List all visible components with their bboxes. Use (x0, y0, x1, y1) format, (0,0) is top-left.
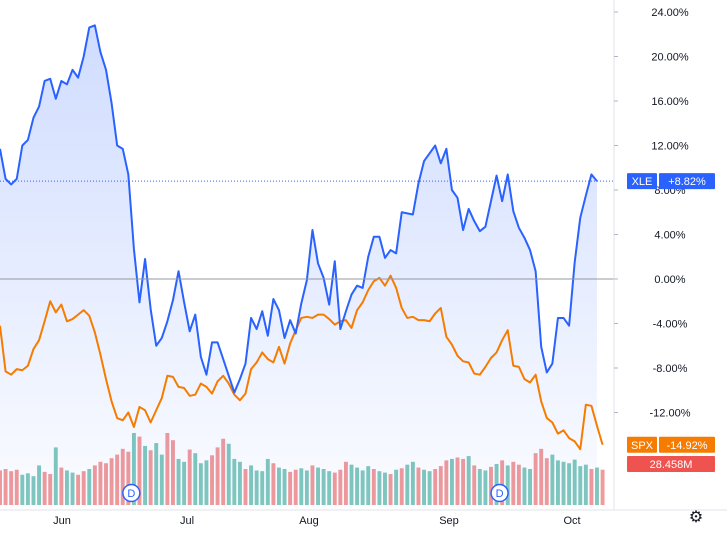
x-tick-label: Jul (180, 515, 194, 527)
y-tick-label: 12.00% (651, 141, 689, 153)
y-tick-label: -4.00% (653, 319, 688, 331)
badge-series-name: SPX (631, 440, 654, 452)
badge-series-name: XLE (632, 176, 653, 188)
y-tick-label: 20.00% (651, 52, 689, 64)
y-tick-label: 4.00% (654, 230, 685, 242)
dividend-marker[interactable]: D (122, 483, 141, 503)
price-badge: XLE +8.82% (627, 173, 715, 190)
dividend-marker-label: D (127, 488, 135, 500)
dividend-marker[interactable]: D (490, 483, 509, 503)
xle-line (0, 24, 598, 394)
y-tick-label: -12.00% (650, 408, 691, 420)
price-badge: 28.458M (627, 456, 715, 472)
x-tick-label: Jun (53, 515, 71, 527)
dividend-marker-label: D (496, 488, 504, 500)
volume-bar (600, 469, 605, 505)
y-tick-label: 24.00% (651, 7, 689, 19)
y-tick-label: 0.00% (654, 274, 685, 286)
price-badge: SPX -14.92% (627, 436, 715, 453)
badge-value: -14.92% (667, 440, 708, 452)
price-badges: XLE +8.82% SPX -14.92% 28.458M (627, 173, 715, 472)
y-tick-label: -8.00% (653, 363, 688, 375)
badge-value: 28.458M (650, 459, 693, 471)
badge-value: +8.82% (668, 176, 706, 188)
spx-line (0, 274, 604, 451)
xle-area-fill (0, 25, 597, 505)
x-tick-label: Sep (439, 515, 459, 527)
y-tick-label: 16.00% (651, 96, 689, 108)
x-tick-label: Aug (299, 515, 319, 527)
settings-gear-icon[interactable]: ⚙ (688, 509, 704, 526)
series-lines (0, 24, 604, 451)
reference-lines (0, 180, 614, 280)
x-tick-label: Oct (563, 515, 580, 527)
xle-area (0, 25, 597, 505)
